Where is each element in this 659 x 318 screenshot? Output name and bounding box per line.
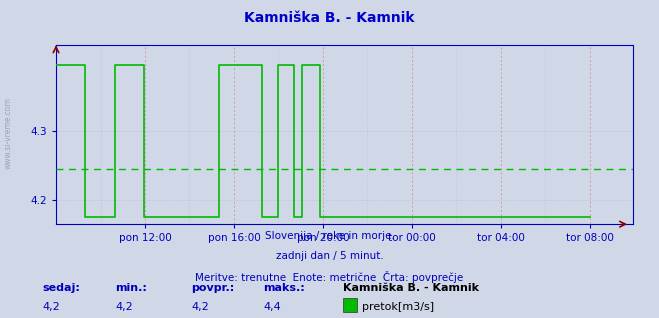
Text: www.si-vreme.com: www.si-vreme.com [3, 98, 13, 169]
Text: 4,4: 4,4 [264, 302, 281, 312]
Text: Kamniška B. - Kamnik: Kamniška B. - Kamnik [343, 283, 478, 293]
Text: zadnji dan / 5 minut.: zadnji dan / 5 minut. [275, 251, 384, 261]
Text: 4,2: 4,2 [43, 302, 61, 312]
Text: maks.:: maks.: [264, 283, 305, 293]
Text: Meritve: trenutne  Enote: metrične  Črta: povprečje: Meritve: trenutne Enote: metrične Črta: … [195, 271, 464, 283]
Text: 4,2: 4,2 [115, 302, 133, 312]
Text: 4,2: 4,2 [191, 302, 209, 312]
Text: Kamniška B. - Kamnik: Kamniška B. - Kamnik [244, 11, 415, 25]
Text: sedaj:: sedaj: [43, 283, 80, 293]
Text: povpr.:: povpr.: [191, 283, 235, 293]
Text: min.:: min.: [115, 283, 147, 293]
Text: Slovenija / reke in morje.: Slovenija / reke in morje. [264, 231, 395, 240]
Text: pretok[m3/s]: pretok[m3/s] [362, 302, 434, 312]
